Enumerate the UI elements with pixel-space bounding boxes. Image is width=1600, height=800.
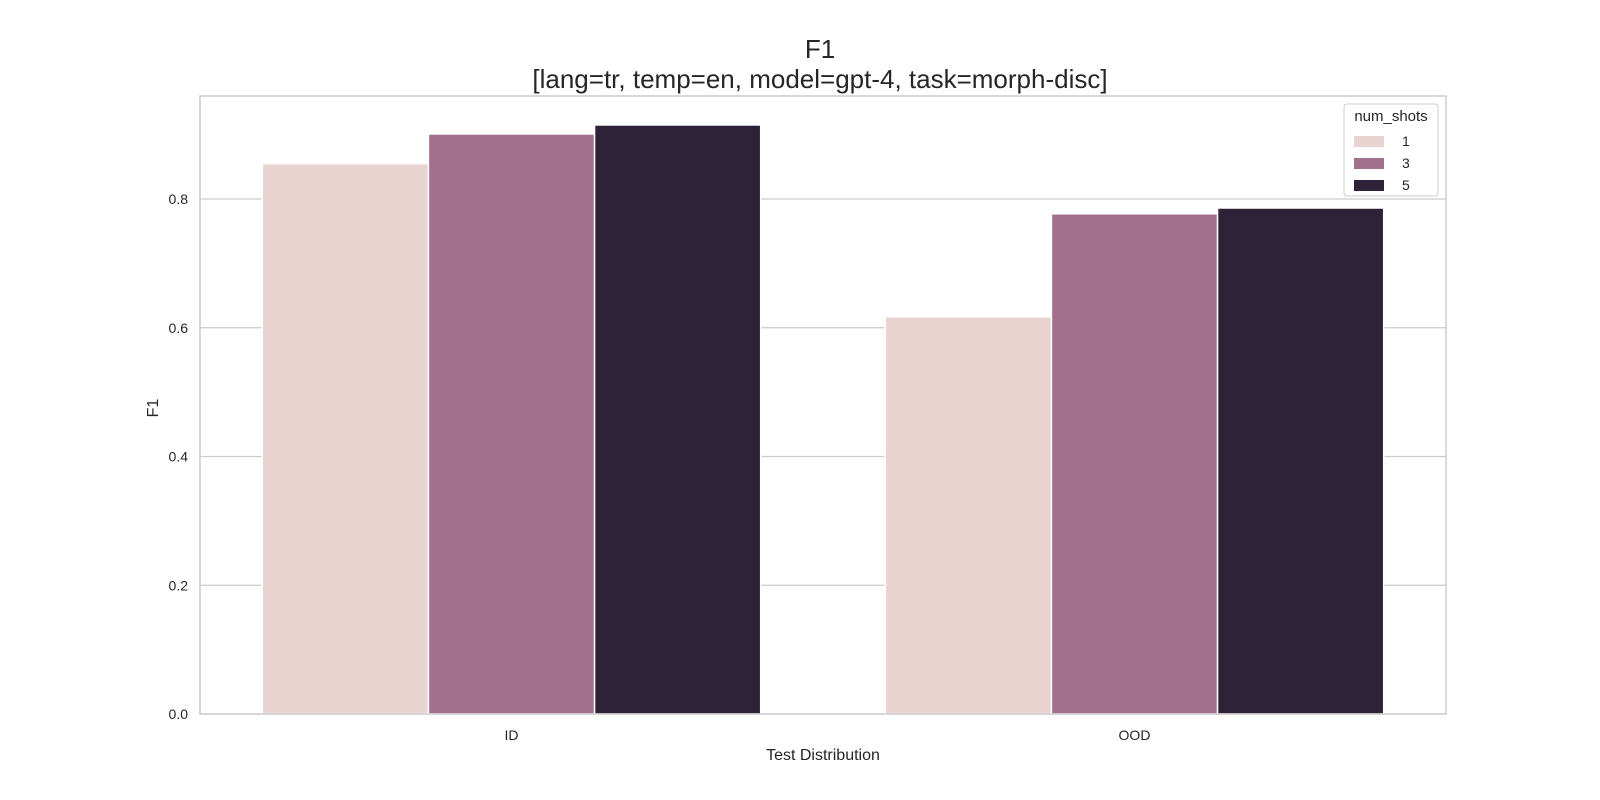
x-axis-label: Test Distribution <box>766 747 880 764</box>
bar-id-shots-5 <box>593 124 762 715</box>
bar-id-shots-1 <box>261 162 430 715</box>
y-tick-label: 0.8 <box>169 191 189 207</box>
legend-swatch-3 <box>1354 158 1384 169</box>
bars-group <box>261 124 1385 715</box>
x-tick-label: OOD <box>1119 727 1151 743</box>
y-tick-label: 0.6 <box>169 320 189 336</box>
x-axis-ticks: ID OOD <box>505 727 1151 743</box>
y-axis-ticks: 0.0 0.2 0.4 0.6 0.8 <box>169 191 189 722</box>
bar-ood-shots-3 <box>1050 213 1219 715</box>
legend-label-3: 3 <box>1402 155 1410 171</box>
legend-swatch-5 <box>1354 180 1384 191</box>
legend-swatch-1 <box>1354 136 1384 147</box>
chart-title: F1 <box>805 34 835 64</box>
x-tick-label: ID <box>505 727 519 743</box>
chart-subtitle: [lang=tr, temp=en, model=gpt-4, task=mor… <box>532 64 1107 94</box>
y-tick-label: 0.4 <box>169 449 189 465</box>
legend-title: num_shots <box>1354 108 1427 125</box>
legend-label-5: 5 <box>1402 177 1410 193</box>
y-axis-label: F1 <box>145 399 162 418</box>
legend-label-1: 1 <box>1402 133 1410 149</box>
legend-box <box>1343 103 1439 197</box>
y-tick-label: 0.0 <box>169 706 189 722</box>
legend: num_shots 1 3 5 <box>1343 103 1439 197</box>
bar-id-shots-3 <box>427 133 596 715</box>
bar-ood-shots-1 <box>884 316 1053 715</box>
y-tick-label: 0.2 <box>169 577 189 593</box>
plot-frame <box>199 95 1447 715</box>
bar-ood-shots-5 <box>1216 207 1385 715</box>
